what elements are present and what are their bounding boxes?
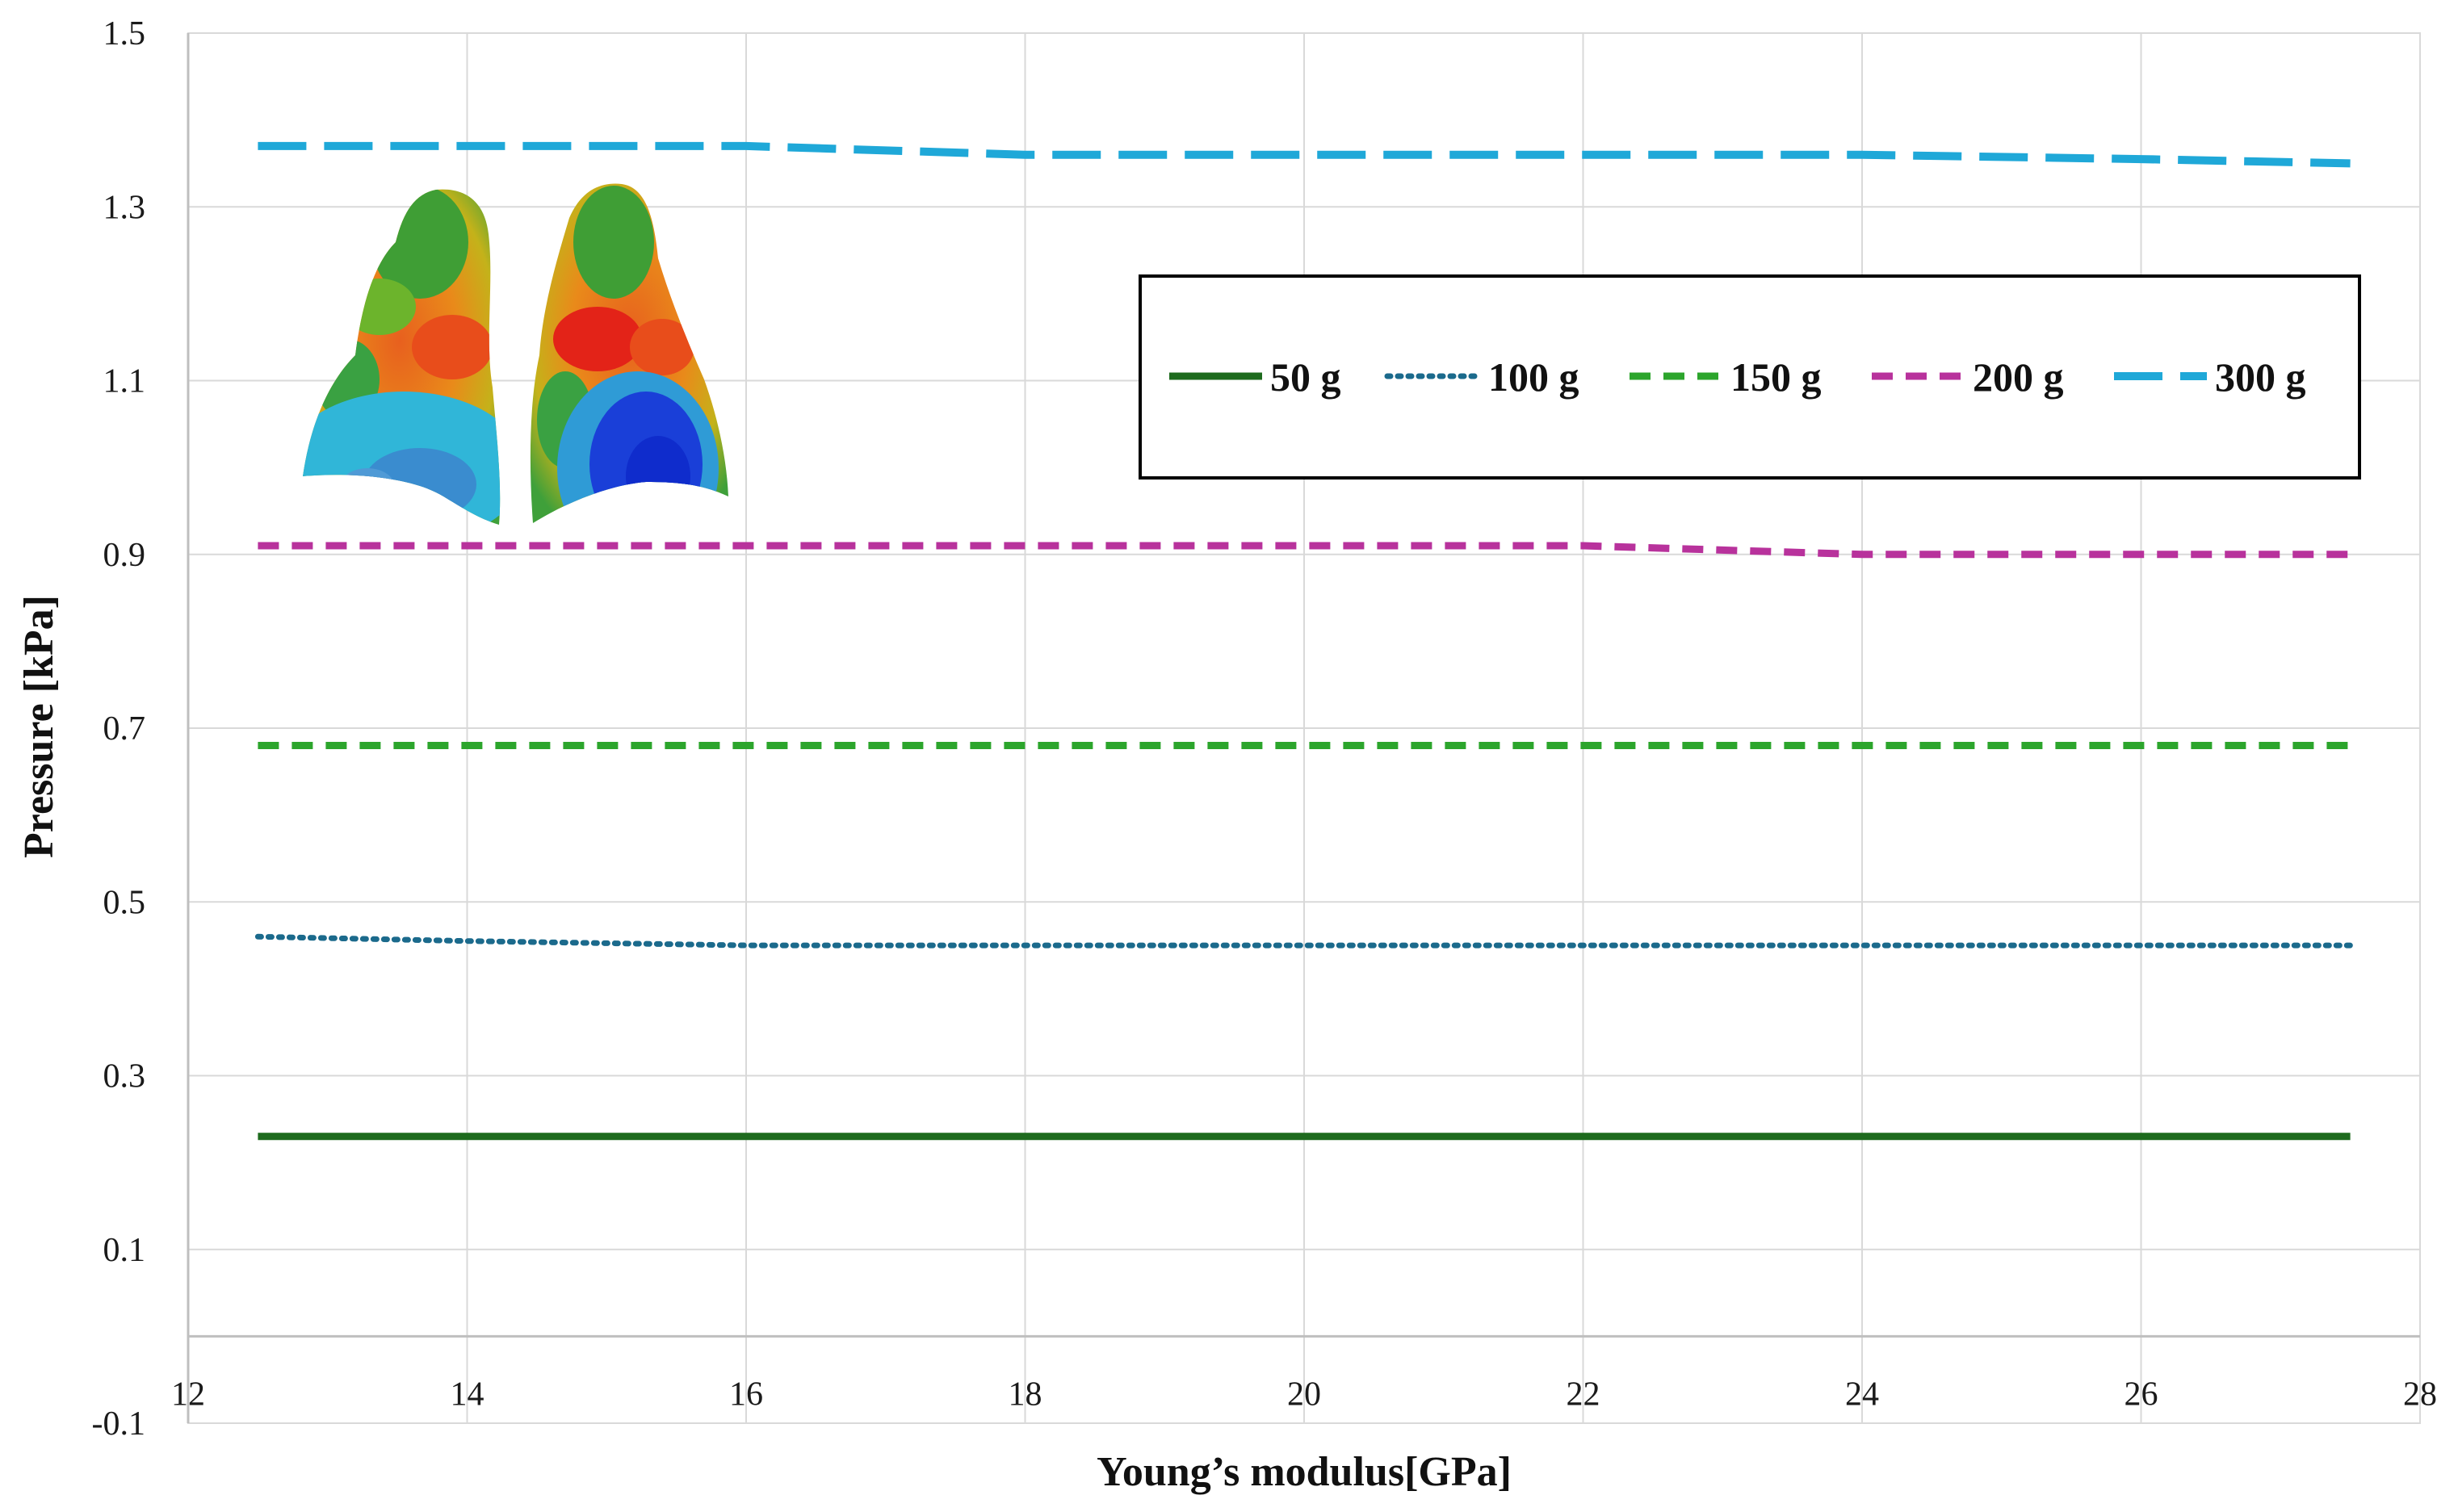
legend-label: 100 g [1488,354,1579,400]
legend: 50 g 100 g 150 g 200 g 300 g [1139,274,2361,480]
x-tick-label: 20 [1287,1376,1321,1413]
gridlines [188,32,2421,1424]
y-tick-label: 1.5 [103,15,146,52]
legend-label: 300 g [2215,354,2306,400]
y-axis-title: Pressure [kPa] [16,595,62,858]
x-tick-label: 24 [1845,1376,1879,1413]
x-tick-labels: 12 14 16 18 20 22 24 26 28 [171,1376,2437,1413]
y-tick-label: 0.7 [103,710,146,748]
x-axis-title: Young’s modulus[GPa] [1097,1449,1512,1495]
legend-label: 50 g [1270,354,1341,400]
y-tick-label: 1.1 [103,363,146,400]
y-tick-labels: -0.1 0.1 0.3 0.5 0.7 0.9 1.1 1.3 1.5 [92,15,146,1443]
legend-items: 50 g 100 g 150 g 200 g 300 g [1169,354,2306,400]
x-tick-label: 18 [1009,1376,1042,1413]
y-tick-label: 1.3 [103,189,146,226]
x-tick-label: 14 [451,1376,484,1413]
y-tick-label: 0.5 [103,884,146,921]
x-tick-label: 12 [171,1376,205,1413]
legend-label: 200 g [1973,354,2064,400]
x-tick-label: 26 [2125,1376,2158,1413]
x-tick-label: 28 [2403,1376,2437,1413]
data-series [254,141,2354,1141]
x-tick-label: 16 [729,1376,763,1413]
y-tick-label: 0.9 [103,537,146,574]
x-tick-label: 22 [1567,1376,1600,1413]
legend-label: 150 g [1730,354,1822,400]
y-tick-label: 0.1 [103,1232,146,1269]
y-tick-label: 0.3 [103,1058,146,1095]
series-line-300g [258,141,2351,168]
y-tick-label: -0.1 [92,1405,146,1443]
axes [187,33,2420,1423]
series-line-100g [254,933,2354,949]
